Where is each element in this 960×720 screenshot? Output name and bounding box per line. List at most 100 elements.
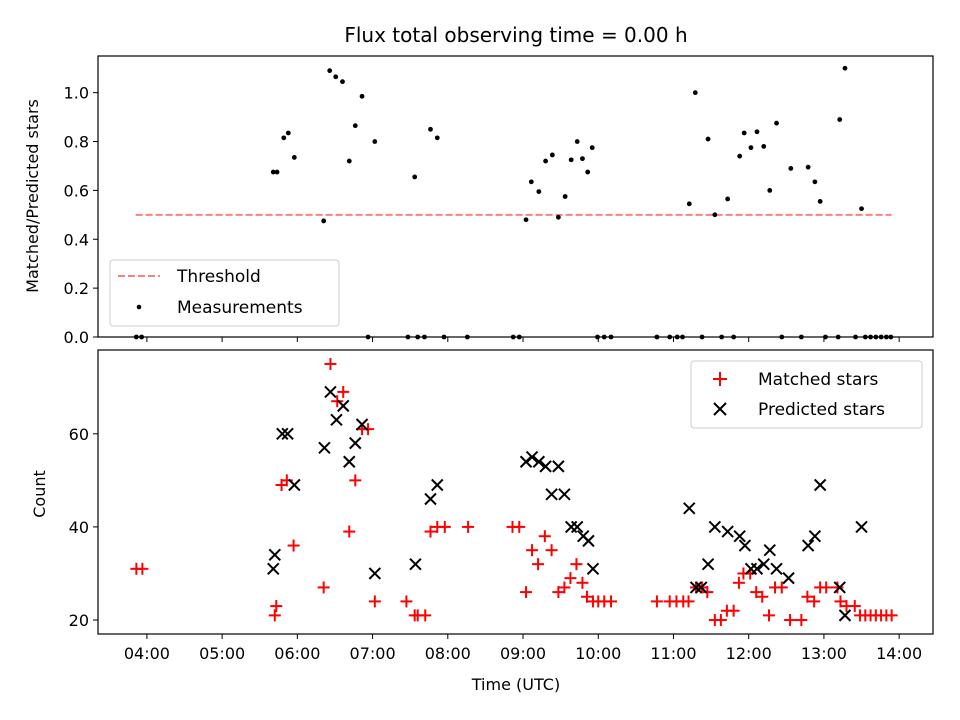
predicted-star-point (368, 567, 382, 580)
predicted-star-point (281, 427, 294, 441)
bottom-marks (130, 357, 898, 627)
matched-star-point (831, 581, 844, 594)
matched-star-point (801, 590, 814, 603)
predicted-star-point (695, 581, 708, 594)
matched-star-point (564, 572, 577, 585)
predicted-star-point (337, 399, 350, 413)
measurement-point (748, 145, 754, 151)
figure-title: Flux total observing time = 0.00 h (344, 23, 687, 47)
measurement-point (580, 156, 585, 162)
top-axes-frame (97, 55, 934, 338)
measurement-point (291, 155, 297, 160)
measurement-point (574, 139, 580, 144)
measurement-point (543, 158, 548, 164)
measurement-point (346, 158, 352, 164)
matched-star-point (337, 385, 350, 398)
predicted-star-point (525, 450, 539, 464)
matched-star-point (848, 600, 861, 613)
measurement-point (812, 179, 818, 185)
x-tick-label: 10:00 (575, 644, 621, 663)
measurement-point (333, 74, 339, 80)
matched-star-point (462, 520, 475, 533)
predicted-star-point (355, 418, 369, 431)
matched-star-point (136, 562, 149, 575)
measurement-point (536, 189, 542, 195)
predicted-star-point (582, 534, 595, 548)
measurement-point (352, 123, 358, 129)
predicted-star-point (708, 520, 722, 534)
x-tick-label: 07:00 (350, 644, 396, 663)
matched-star-point (520, 586, 533, 599)
measurement-point (327, 68, 333, 74)
bottom-legend-box (690, 360, 923, 429)
top-legend-box (109, 259, 340, 327)
matched-star-point (605, 595, 618, 608)
x-tick-label: 14:00 (876, 644, 922, 663)
measurement-point (774, 120, 779, 126)
predicted-star-point (683, 502, 696, 515)
x-tick-label: 12:00 (726, 644, 772, 663)
top-legend: Threshold Measurements (109, 259, 340, 327)
predicted-star-point (570, 520, 584, 534)
measurement-point (568, 157, 574, 163)
predicted-star-point (343, 455, 356, 468)
predicted-star-point (424, 492, 437, 506)
matched-star-point (558, 581, 571, 594)
measurement-point (285, 130, 291, 136)
measurement-point (805, 164, 811, 170)
bottom-axes-frame (97, 349, 934, 635)
measurement-point (523, 217, 529, 223)
predicted-star-point (349, 436, 362, 450)
predicted-star-point (431, 478, 444, 492)
measurement-point (412, 174, 418, 180)
measurement-point (767, 187, 773, 193)
measurement-point (434, 135, 440, 141)
x-tick-label: 04:00 (124, 644, 170, 663)
predicted-star-point (701, 557, 715, 571)
bottom-panel: 04:00 05:00 06:00 07:00 08:00 09:00 10:00 11:00… (30, 349, 934, 694)
y-tick-label: 0.8 (64, 133, 89, 152)
matched-star-point (820, 581, 833, 594)
matched-star-point (513, 520, 526, 533)
predicted-star-point (833, 581, 846, 594)
predicted-star-point (770, 562, 783, 576)
legend-matched-swatch (713, 372, 727, 386)
measurement-point (428, 126, 433, 132)
matched-star-point (324, 357, 337, 370)
measurement-point (274, 169, 280, 175)
y-tick-label: 60 (69, 425, 89, 444)
measurement-point (705, 136, 711, 142)
matched-star-point (545, 544, 558, 557)
bottom-legend: Matched stars Predicted stars (690, 360, 923, 429)
measurement-point (281, 135, 287, 141)
predicted-star-point (558, 488, 571, 501)
matched-star-point (580, 590, 593, 603)
predicted-star-point (318, 441, 331, 454)
legend-predicted-swatch (713, 402, 727, 416)
matched-star-point (268, 609, 281, 622)
matched-star-point (349, 474, 362, 487)
predicted-star-point (267, 562, 280, 576)
matched-star-point (419, 609, 432, 622)
predicted-star-point (545, 488, 558, 501)
measurement-point (725, 196, 731, 202)
y-tick-label: 0.0 (64, 328, 89, 347)
matched-star-point (287, 539, 300, 552)
measurement-point (754, 129, 760, 135)
measurement-point (340, 79, 345, 85)
matched-star-point (317, 581, 330, 594)
measurement-point (817, 198, 823, 204)
matched-star-point (727, 604, 740, 617)
measurement-point (321, 218, 327, 224)
predicted-star-point (689, 581, 703, 594)
measurement-point (528, 179, 534, 185)
matched-star-point (424, 525, 437, 538)
measurement-point (549, 152, 555, 158)
x-tick-label: 09:00 (500, 644, 546, 663)
measurement-point (372, 139, 378, 144)
matched-star-point (732, 576, 745, 589)
legend-predicted-label: Predicted stars (758, 400, 885, 420)
x-tick-label: 05:00 (199, 644, 245, 663)
